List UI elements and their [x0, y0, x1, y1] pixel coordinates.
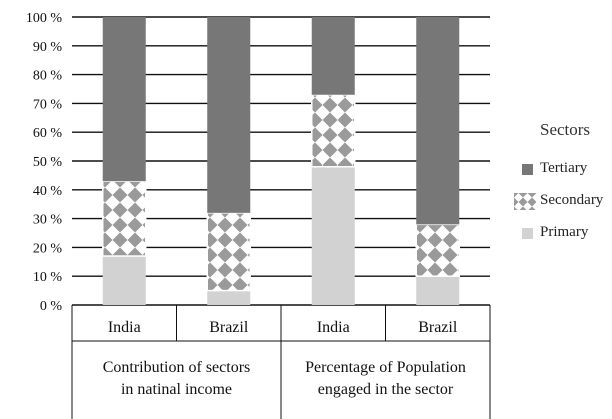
legend: Sectors Tertiary Secondary Primary: [508, 120, 612, 256]
group-label-1-line-1: Contribution of sectors: [103, 359, 251, 376]
bar-tertiary-3: [311, 17, 355, 95]
y-axis-tick-labels: 0 % 10 % 20 % 30 % 40 % 50 % 60 % 70 % 80 % 90 % 1…: [26, 11, 63, 314]
y-tick-label: 30 %: [33, 213, 63, 228]
bar-tertiary-1: [102, 17, 146, 182]
legend-label-primary: Primary: [540, 224, 589, 240]
bar-primary-3: [311, 166, 355, 305]
bar-tertiary-2: [207, 17, 251, 213]
group-label-1-line-2: in natinal income: [121, 381, 232, 398]
y-tick-label: 90 %: [33, 40, 63, 55]
bar-tertiary-4: [416, 17, 460, 225]
y-tick-label: 40 %: [33, 184, 63, 199]
category-label-4: Brazil: [418, 319, 458, 336]
legend-swatch-secondary: [514, 193, 536, 210]
bars: [102, 17, 460, 305]
y-tick-label: 0 %: [40, 299, 63, 314]
bar-secondary-2: [206, 212, 251, 292]
group-label-2-line-1: Percentage of Population: [305, 359, 466, 376]
legend-item-tertiary: Tertiary: [508, 160, 612, 192]
legend-item-secondary: Secondary: [508, 192, 612, 224]
category-label-3: India: [317, 319, 350, 336]
category-label-2: Brazil: [209, 319, 249, 336]
bar-secondary-4: [415, 223, 460, 277]
bar-secondary-1: [102, 180, 147, 257]
y-tick-label: 60 %: [33, 126, 63, 141]
bar-primary-2: [207, 290, 251, 305]
legend-label-secondary: Secondary: [540, 192, 604, 208]
legend-item-primary: Primary: [508, 224, 612, 256]
y-tick-label: 10 %: [33, 270, 63, 285]
bar-primary-4: [416, 276, 460, 305]
y-tick-label: 100 %: [26, 11, 63, 26]
category-label-1: India: [108, 319, 141, 336]
bar-secondary-3: [311, 94, 356, 168]
y-tick-label: 80 %: [33, 69, 63, 84]
y-tick-label: 20 %: [33, 241, 63, 256]
y-tick-label: 50 %: [33, 155, 63, 170]
category-table: India Brazil India Brazil Contribution of se…: [71, 305, 491, 419]
legend-title: Sectors: [540, 120, 591, 139]
stacked-bar-chart: 0 % 10 % 20 % 30 % 40 % 50 % 60 % 70 % 80 % 90 % 1…: [26, 11, 491, 419]
legend-swatch-tertiary: [522, 164, 533, 175]
bar-primary-1: [102, 256, 146, 305]
group-label-2-line-2: engaged in the sector: [318, 381, 454, 398]
legend-swatch-primary: [522, 228, 533, 239]
legend-label-tertiary: Tertiary: [540, 160, 588, 176]
y-tick-label: 70 %: [33, 97, 63, 112]
